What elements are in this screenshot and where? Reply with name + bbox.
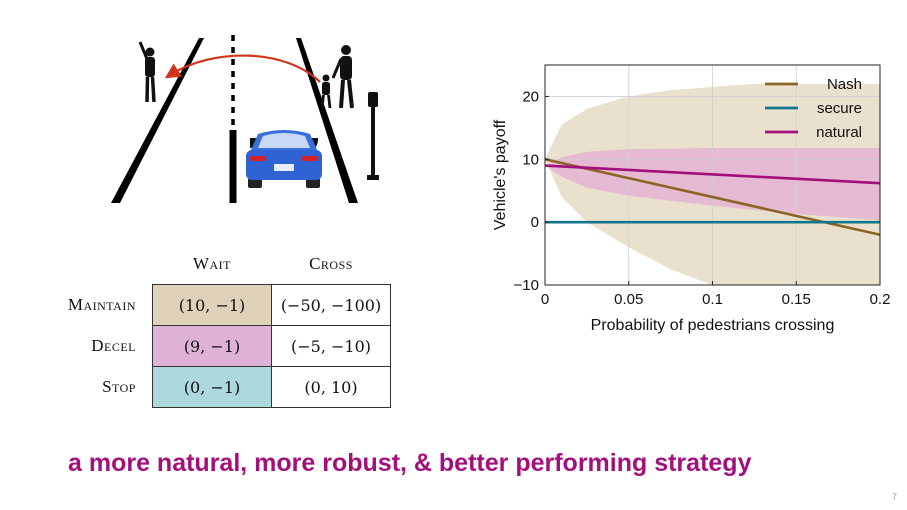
payoff-table: Wait Cross Maintain (10, −1) (−50, −100)… [40, 250, 391, 408]
waving-pedestrian-icon [138, 41, 156, 103]
x-tick-label: 0.15 [782, 291, 811, 308]
row-header-decel: Decel [91, 336, 136, 355]
payoff-row-maintain: Maintain (10, −1) (−50, −100) [40, 284, 391, 326]
street-lamp-icon [367, 92, 379, 180]
series-line-natural [544, 164, 881, 185]
legend-label-natural: natural [816, 124, 862, 141]
legend-label-nash: Nash [827, 76, 862, 93]
row-header-stop: Stop [102, 377, 136, 396]
y-tick-label: 20 [522, 88, 539, 105]
child-pedestrian-icon [320, 74, 332, 109]
payoff-cell: (0, 10) [271, 366, 391, 408]
row-header-maintain: Maintain [67, 295, 136, 314]
payoff-cell: (−50, −100) [271, 284, 391, 326]
payoff-cell: (9, −1) [152, 325, 272, 367]
crossing-arrow-icon [164, 54, 321, 83]
y-tick-label: 0 [531, 214, 539, 231]
x-tick-label: 0.1 [702, 291, 723, 308]
road-icon [111, 35, 358, 203]
legend-label-secure: secure [817, 100, 862, 117]
adult-pedestrian-icon [331, 45, 354, 109]
page-number: 7 [891, 492, 897, 502]
x-tick-label: 0 [541, 291, 549, 308]
payoff-header-row: Wait Cross [40, 250, 391, 285]
payoff-cell: (0, −1) [152, 366, 272, 408]
chart-legend: Nash secure natural [765, 76, 862, 141]
column-header-wait: Wait [192, 254, 232, 273]
y-tick-label: −10 [514, 277, 539, 294]
car-icon [246, 130, 322, 188]
series-lines [544, 158, 881, 236]
y-tick-label: 10 [522, 151, 539, 168]
slide-tagline: a more natural, more robust, & better pe… [68, 449, 752, 477]
y-axis-label: Vehicle's payoff [492, 119, 509, 230]
payoff-row-stop: Stop (0, −1) (0, 10) [40, 366, 391, 408]
payoff-cell: (10, −1) [152, 284, 272, 326]
payoff-cell: (−5, −10) [271, 325, 391, 367]
road-scene-illustration [111, 35, 379, 203]
column-header-cross: Cross [309, 254, 353, 273]
x-tick-label: 0.05 [614, 291, 643, 308]
corner-cell [40, 250, 153, 285]
x-tick-label: 0.2 [870, 291, 891, 308]
payoff-row-decel: Decel (9, −1) (−5, −10) [40, 325, 391, 367]
x-axis-label: Probability of pedestrians crossing [591, 317, 835, 334]
